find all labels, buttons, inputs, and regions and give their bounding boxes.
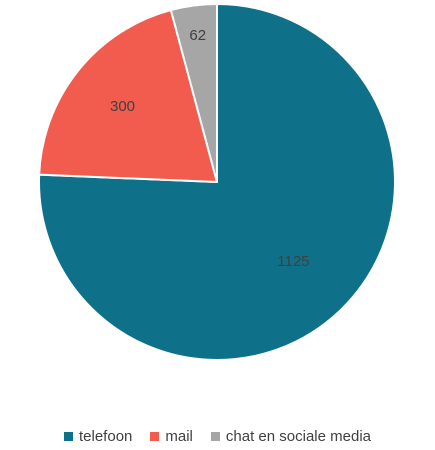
legend-swatch-chat [210, 432, 220, 441]
legend-item-chat: chat en sociale media [210, 428, 371, 445]
pie-slice-mail [38, 9, 218, 183]
legend-item-telefoon: telefoon [64, 428, 132, 445]
legend-item-mail: mail [150, 428, 193, 445]
data-label-chat: 62 [189, 27, 206, 44]
legend-swatch-telefoon [64, 432, 73, 441]
chart-legend: telefoon mail chat en sociale media [0, 428, 435, 445]
pie-slice-telefoon [38, 3, 396, 361]
data-label-mail: 300 [110, 98, 135, 115]
legend-label-mail: mail [165, 428, 193, 445]
legend-label-chat: chat en sociale media [225, 428, 371, 445]
legend-label-telefoon: telefoon [79, 428, 133, 445]
data-label-telefoon: 1125 [277, 253, 309, 270]
legend-swatch-mail [150, 432, 160, 441]
pie-slice-chat [169, 3, 218, 183]
